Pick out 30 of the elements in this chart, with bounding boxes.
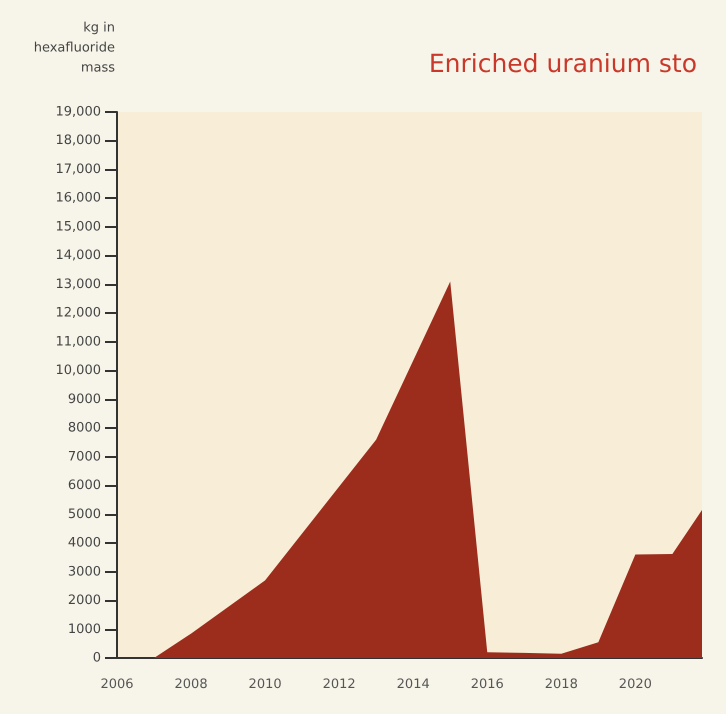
y-tick-label: 12,000	[56, 306, 101, 321]
y-tick-label: 10,000	[56, 363, 101, 378]
y-tick-label: 2000	[68, 593, 101, 608]
y-tick-label: 8000	[68, 420, 101, 436]
y-tick-label: 0	[92, 650, 101, 666]
x-tick-label: 2008	[174, 677, 208, 692]
x-tick-label: 2016	[470, 677, 504, 692]
y-tick-label: 19,000	[56, 104, 101, 120]
y-tick-label: 13,000	[56, 276, 101, 292]
y-tick-label: 7000	[68, 449, 101, 464]
y-tick-label: 15,000	[56, 219, 101, 234]
y-tick-label: 6000	[68, 478, 101, 494]
x-tick-label: 2018	[544, 677, 578, 692]
chart-title: Enriched uranium sto	[428, 49, 698, 78]
y-tick-label: 18,000	[56, 133, 101, 148]
y-tick-label: 11,000	[56, 334, 101, 350]
y-axis-title: kg in hexafluoride mass	[34, 20, 116, 76]
y-tick-label: 1000	[68, 622, 101, 637]
y-tick-label: 3000	[68, 564, 101, 580]
y-tick-label: 5000	[68, 506, 101, 522]
y-tick-label: 9000	[68, 392, 101, 407]
x-tick-label: 2006	[100, 677, 134, 692]
y-tick-label: 16,000	[56, 190, 101, 206]
y-tick-label: 14,000	[56, 248, 101, 264]
x-tick-label: 2014	[396, 677, 430, 692]
x-tick-label: 2012	[322, 677, 356, 692]
x-tick-label: 2020	[618, 677, 652, 692]
y-tick-label: 4000	[68, 536, 101, 551]
y-tick-label: 17,000	[56, 162, 101, 177]
x-tick-label: 2010	[248, 677, 282, 692]
